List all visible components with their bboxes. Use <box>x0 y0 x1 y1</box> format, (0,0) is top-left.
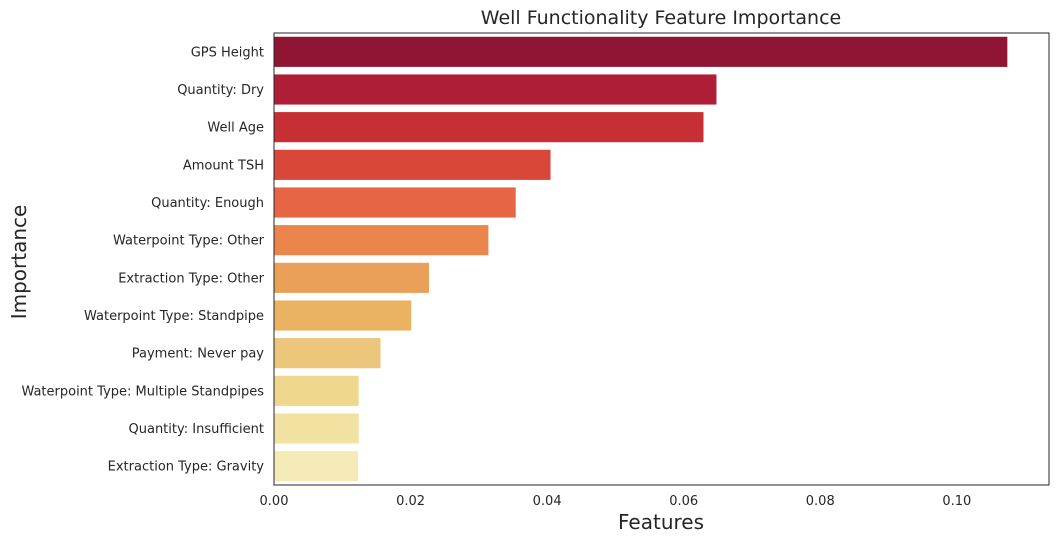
y-tick-label: GPS Height <box>191 45 264 60</box>
bar <box>274 413 359 444</box>
bar <box>274 112 704 143</box>
bar <box>274 338 381 369</box>
y-tick-label: Quantity: Dry <box>177 83 264 98</box>
y-tick-labels: GPS Height Quantity: Dry Well Age Amount TS… <box>21 45 264 474</box>
bar <box>274 262 429 293</box>
x-axis-label: Features <box>618 510 704 534</box>
y-tick-label: Extraction Type: Gravity <box>108 460 265 475</box>
y-axis-label: Importance <box>7 205 31 320</box>
x-tick-labels: 0.00 0.02 0.04 0.06 0.08 0.10 <box>260 494 972 509</box>
bar <box>274 74 717 105</box>
bar <box>274 36 1008 67</box>
bars-group <box>274 36 1008 482</box>
y-tick-label: Waterpoint Type: Other <box>113 234 265 249</box>
y-tick-label: Well Age <box>207 121 264 136</box>
bar <box>274 375 359 406</box>
y-tick-label: Waterpoint Type: Standpipe <box>84 309 264 324</box>
y-tick-label: Quantity: Enough <box>151 196 264 211</box>
bar <box>274 300 412 331</box>
x-tick-label: 0.08 <box>806 494 835 509</box>
y-tick-label: Amount TSH <box>183 158 264 173</box>
bar <box>274 187 516 218</box>
y-tick-label: Payment: Never pay <box>132 347 265 362</box>
y-tick-label: Waterpoint Type: Multiple Standpipes <box>21 384 264 399</box>
x-tick-label: 0.06 <box>669 494 698 509</box>
x-tick-label: 0.10 <box>942 494 971 509</box>
y-tick-label: Quantity: Insufficient <box>129 422 265 437</box>
bar <box>274 225 489 256</box>
x-tick-label: 0.04 <box>533 494 562 509</box>
chart-title: Well Functionality Feature Importance <box>481 7 841 29</box>
y-tick-label: Extraction Type: Other <box>118 271 264 286</box>
plot-frame <box>273 32 1050 486</box>
x-tick-label: 0.00 <box>260 494 289 509</box>
bar <box>274 149 551 180</box>
x-tick-label: 0.02 <box>396 494 425 509</box>
bar <box>274 451 358 482</box>
